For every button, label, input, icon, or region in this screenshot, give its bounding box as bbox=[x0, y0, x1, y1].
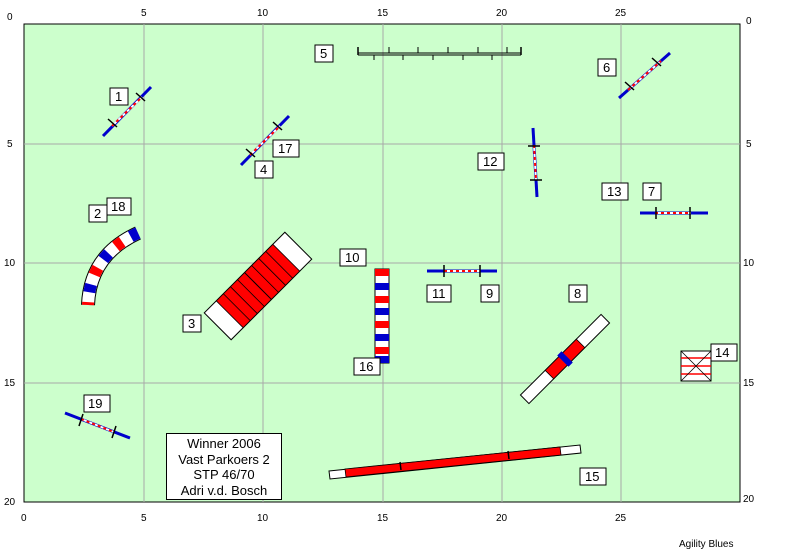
credit-text: Agility Blues bbox=[679, 539, 734, 550]
y-axis-left: 0 5 10 15 20 bbox=[4, 12, 16, 508]
weave-poles-10-icon bbox=[374, 268, 390, 364]
svg-text:9: 9 bbox=[486, 286, 493, 301]
info-line-stp: STP 46/70 bbox=[193, 467, 255, 482]
obstacle-labels: 1 2 18 3 4 17 5 6 7 8 9 10 11 12 13 14 1… bbox=[83, 44, 738, 486]
label-2: 2 bbox=[88, 204, 108, 223]
see-saw-8-icon bbox=[519, 313, 611, 405]
svg-text:2: 2 bbox=[94, 206, 101, 221]
label-11: 11 bbox=[426, 284, 452, 303]
info-line-competition: Winner 2006 bbox=[187, 436, 261, 451]
x-tick-bottom: 20 bbox=[496, 513, 508, 524]
y-tick-right: 0 bbox=[746, 16, 752, 27]
label-4: 4 bbox=[254, 160, 274, 179]
y-tick-right: 5 bbox=[746, 139, 752, 150]
jump-9-icon bbox=[427, 265, 497, 277]
svg-text:4: 4 bbox=[260, 162, 267, 177]
x-tick-top: 15 bbox=[377, 8, 389, 19]
a-frame-3-icon bbox=[203, 231, 313, 341]
grid bbox=[24, 24, 740, 502]
y-tick-left: 10 bbox=[4, 258, 16, 269]
x-tick-bottom: 0 bbox=[21, 513, 27, 524]
x-tick-top: 5 bbox=[141, 8, 147, 19]
label-8: 8 bbox=[568, 284, 588, 303]
table-14-icon bbox=[680, 350, 712, 382]
jump-19-icon bbox=[64, 411, 131, 440]
label-5: 5 bbox=[314, 44, 334, 63]
svg-text:10: 10 bbox=[345, 250, 359, 265]
wall-5-icon bbox=[357, 47, 522, 60]
svg-text:5: 5 bbox=[320, 46, 327, 61]
svg-text:14: 14 bbox=[715, 345, 729, 360]
svg-text:12: 12 bbox=[483, 154, 497, 169]
svg-text:16: 16 bbox=[359, 359, 373, 374]
svg-text:11: 11 bbox=[432, 286, 446, 301]
jump-7-icon bbox=[640, 207, 708, 219]
y-tick-right: 15 bbox=[743, 378, 755, 389]
info-line-judge: Adri v.d. Bosch bbox=[180, 482, 268, 498]
y-tick-left: 15 bbox=[4, 378, 16, 389]
svg-text:7: 7 bbox=[648, 184, 655, 199]
svg-text:6: 6 bbox=[603, 60, 610, 75]
y-tick-left: 5 bbox=[7, 139, 13, 150]
svg-text:17: 17 bbox=[278, 141, 292, 156]
x-axis-bottom: 0 5 10 15 20 25 bbox=[21, 513, 627, 524]
label-10: 10 bbox=[339, 248, 367, 267]
label-7: 7 bbox=[642, 182, 662, 201]
y-tick-right: 10 bbox=[743, 258, 755, 269]
y-tick-left: 0 bbox=[7, 12, 13, 23]
label-14: 14 bbox=[710, 343, 738, 362]
svg-text:18: 18 bbox=[111, 199, 125, 214]
label-3: 3 bbox=[182, 314, 202, 333]
label-6: 6 bbox=[597, 58, 617, 77]
jump-12-icon bbox=[528, 127, 542, 198]
x-tick-top: 20 bbox=[496, 8, 508, 19]
x-axis-top: 5 10 15 20 25 bbox=[141, 8, 627, 19]
svg-text:19: 19 bbox=[88, 396, 102, 411]
label-16: 16 bbox=[353, 357, 381, 376]
label-15: 15 bbox=[579, 467, 607, 486]
x-tick-bottom: 5 bbox=[141, 513, 147, 524]
svg-text:3: 3 bbox=[188, 316, 195, 331]
y-tick-left: 20 bbox=[4, 497, 16, 508]
svg-text:13: 13 bbox=[607, 184, 621, 199]
x-tick-top: 10 bbox=[257, 8, 269, 19]
dog-walk-15-icon bbox=[328, 444, 582, 480]
jump-4-icon bbox=[239, 114, 291, 167]
y-tick-right: 20 bbox=[743, 494, 755, 505]
label-12: 12 bbox=[477, 152, 505, 171]
svg-text:15: 15 bbox=[585, 469, 599, 484]
label-18: 18 bbox=[106, 197, 132, 216]
label-19: 19 bbox=[83, 394, 111, 413]
x-tick-bottom: 10 bbox=[257, 513, 269, 524]
label-17: 17 bbox=[272, 139, 300, 158]
svg-text:1: 1 bbox=[115, 89, 122, 104]
jump-6-icon bbox=[618, 51, 671, 100]
x-tick-bottom: 25 bbox=[615, 513, 627, 524]
label-13: 13 bbox=[601, 182, 629, 201]
y-axis-right: 0 5 10 15 20 bbox=[743, 16, 755, 505]
label-1: 1 bbox=[109, 87, 129, 106]
tunnel-2-icon bbox=[81, 226, 142, 306]
info-line-course: Vast Parkoers 2 bbox=[178, 451, 270, 467]
x-tick-top: 25 bbox=[615, 8, 627, 19]
x-tick-bottom: 15 bbox=[377, 513, 389, 524]
course-info-box: Winner 2006 Vast Parkoers 2 STP 46/70 Ad… bbox=[166, 433, 282, 500]
svg-text:8: 8 bbox=[574, 286, 581, 301]
label-9: 9 bbox=[480, 284, 500, 303]
jump-1-icon bbox=[101, 85, 153, 138]
